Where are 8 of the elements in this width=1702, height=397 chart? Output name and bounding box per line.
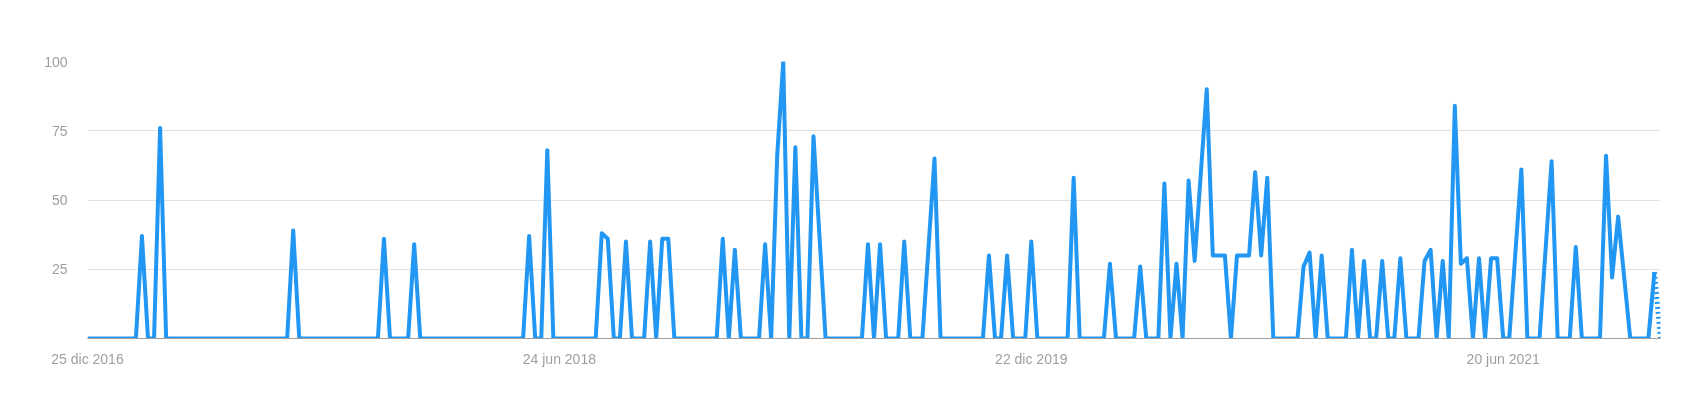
y-tick-label: 100 <box>44 53 68 70</box>
x-tick-label: 20 jun 2021 <box>1466 350 1540 367</box>
x-tick-label: 25 dic 2016 <box>51 350 124 367</box>
y-tick-label: 75 <box>51 122 68 139</box>
y-tick-label: 50 <box>51 192 68 208</box>
x-tick-label: 22 dic 2019 <box>995 350 1068 367</box>
x-tick-label: 24 jun 2018 <box>522 350 597 367</box>
y-tick-label: 25 <box>51 261 68 278</box>
